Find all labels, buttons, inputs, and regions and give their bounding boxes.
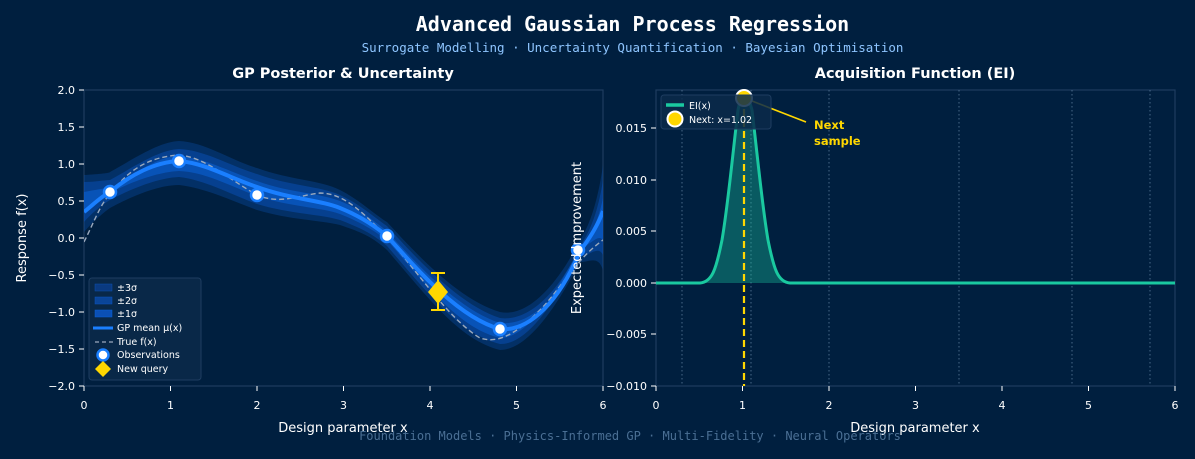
svg-text:−1.0: −1.0 xyxy=(48,306,75,319)
left-legend: ±3σ ±2σ ±1σ GP mean μ(x) True f(x) Obser… xyxy=(88,277,202,381)
figure-title: Advanced Gaussian Process Regression xyxy=(415,12,850,36)
svg-text:Observations: Observations xyxy=(117,350,180,361)
left-x-label: Design parameter x xyxy=(278,421,408,436)
band-3sigma xyxy=(84,141,603,350)
svg-text:sample: sample xyxy=(814,134,861,148)
svg-text:2: 2 xyxy=(254,399,261,412)
left-x-axis xyxy=(83,386,604,391)
svg-text:4: 4 xyxy=(427,399,434,412)
svg-text:0.010: 0.010 xyxy=(616,174,648,187)
svg-text:0.0: 0.0 xyxy=(58,232,76,245)
observation-points xyxy=(102,153,586,337)
svg-text:−0.005: −0.005 xyxy=(606,328,647,341)
svg-text:0.005: 0.005 xyxy=(616,225,648,238)
annotation-text: Next xyxy=(814,118,845,132)
left-y-axis xyxy=(79,89,84,387)
right-legend: EI(x) Next: x=1.02 xyxy=(660,94,772,130)
svg-text:±3σ: ±3σ xyxy=(117,283,137,294)
svg-text:5: 5 xyxy=(1085,399,1092,412)
right-plot: Next sample EI(x) Next: x=1.02 0.015 0.0… xyxy=(570,89,1179,436)
svg-text:2.0: 2.0 xyxy=(58,84,76,97)
observation-gridlines xyxy=(681,90,1151,386)
svg-text:1: 1 xyxy=(739,399,746,412)
svg-text:−2.0: −2.0 xyxy=(48,380,75,393)
svg-text:3: 3 xyxy=(340,399,347,412)
svg-text:1.0: 1.0 xyxy=(58,158,76,171)
gp-mean-line xyxy=(84,158,603,332)
svg-text:True f(x): True f(x) xyxy=(116,337,157,348)
svg-text:New query: New query xyxy=(117,364,169,375)
svg-text:0: 0 xyxy=(81,399,88,412)
left-plot: ±3σ ±2σ ±1σ GP mean μ(x) True f(x) Obser… xyxy=(15,84,607,436)
svg-text:4: 4 xyxy=(999,399,1006,412)
svg-text:−1.5: −1.5 xyxy=(48,343,75,356)
figure-subtitle: Surrogate Modelling · Uncertainty Quanti… xyxy=(361,40,904,55)
left-plot-title: GP Posterior & Uncertainty xyxy=(232,66,454,82)
svg-text:−0.010: −0.010 xyxy=(606,380,647,393)
svg-text:6: 6 xyxy=(600,399,607,412)
svg-text:0.5: 0.5 xyxy=(58,195,76,208)
svg-text:GP mean μ(x): GP mean μ(x) xyxy=(117,323,182,334)
svg-text:±2σ: ±2σ xyxy=(117,296,137,307)
svg-text:3: 3 xyxy=(912,399,919,412)
svg-text:0.015: 0.015 xyxy=(616,122,648,135)
svg-text:2: 2 xyxy=(826,399,833,412)
right-x-label: Design parameter x xyxy=(850,421,980,436)
svg-text:0: 0 xyxy=(653,399,660,412)
new-query-marker xyxy=(428,272,448,311)
svg-text:1.5: 1.5 xyxy=(58,121,76,134)
svg-text:±1σ: ±1σ xyxy=(117,309,137,320)
right-x-axis xyxy=(655,386,1176,391)
svg-text:0.000: 0.000 xyxy=(616,277,648,290)
svg-text:6: 6 xyxy=(1172,399,1179,412)
svg-text:Next: x=1.02: Next: x=1.02 xyxy=(689,115,752,126)
svg-text:EI(x): EI(x) xyxy=(689,101,711,112)
left-y-label: Response f(x) xyxy=(15,194,30,283)
right-y-label: Expected Improvement xyxy=(570,162,585,314)
svg-text:1: 1 xyxy=(167,399,174,412)
svg-text:−0.5: −0.5 xyxy=(48,269,75,282)
figure-footer: Foundation Models · Physics-Informed GP … xyxy=(359,429,901,443)
right-y-axis xyxy=(651,127,656,387)
right-plot-title: Acquisition Function (EI) xyxy=(815,66,1016,82)
svg-text:5: 5 xyxy=(513,399,520,412)
